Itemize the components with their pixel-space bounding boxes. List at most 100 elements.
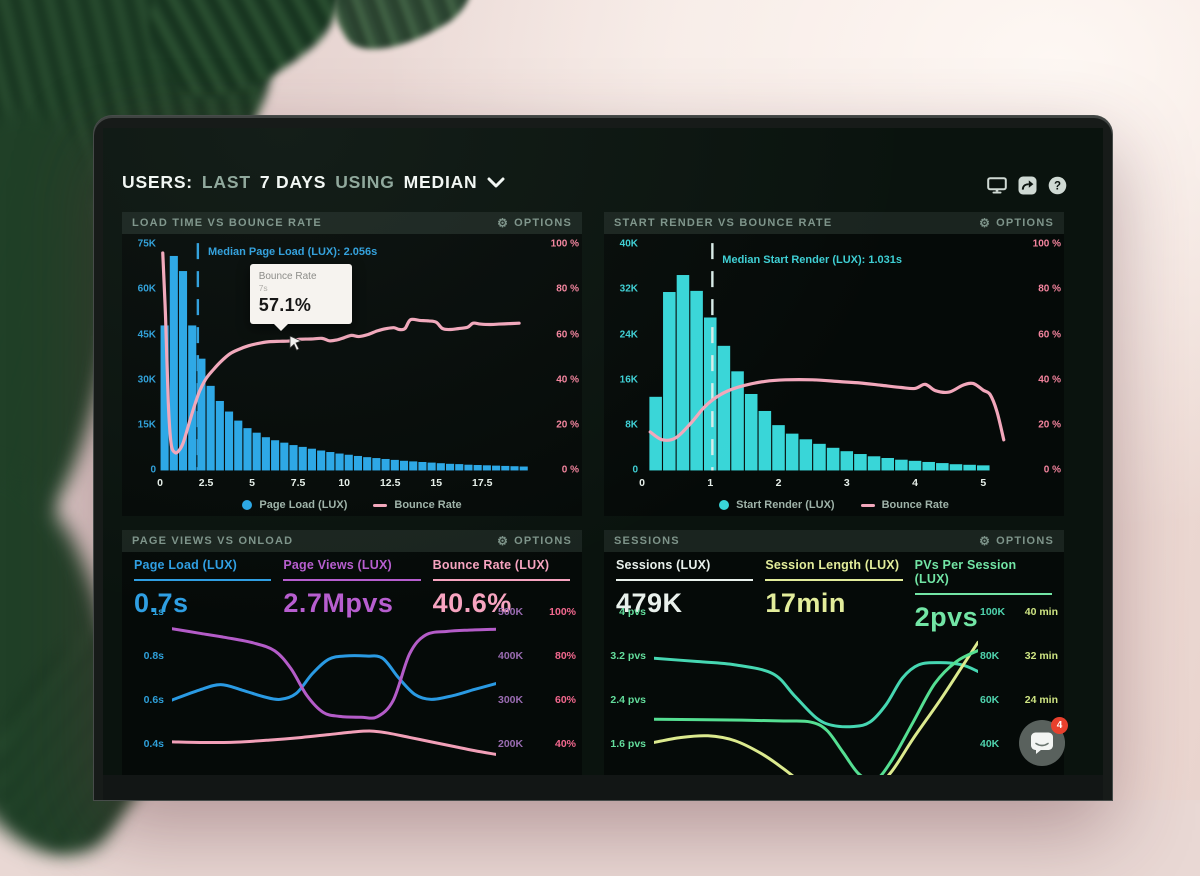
header-users: USERS:	[122, 172, 193, 192]
x-axis: 0 1 2 3 4 5	[639, 477, 1014, 491]
axis-tick-label: 7.5	[290, 477, 306, 489]
legend-dot-icon	[719, 500, 730, 510]
gear-icon: ⚙	[979, 216, 992, 230]
axis-tick-label: 0.4s	[143, 738, 164, 751]
y-axis-right: 500K 100% 400K 80% 300K 60% 200K 40%	[498, 606, 576, 775]
header-median: MEDIAN	[403, 172, 478, 192]
axis-tick-label: 2.5	[198, 477, 214, 489]
options-button[interactable]: ⚙ OPTIONS	[979, 534, 1054, 548]
metric-bounce-rate: Bounce Rate (LUX) 40.6%	[432, 558, 570, 619]
panel-header: PAGE VIEWS VS ONLOAD ⚙ OPTIONS	[122, 530, 582, 552]
share-icon[interactable]	[1018, 176, 1037, 195]
metric-label: Session Length (LUX)	[765, 558, 903, 581]
metric-value: 17min	[765, 588, 846, 618]
chart-body: 1s 0.8s 0.6s 0.4s 500K 100% 400K 80% 300K 60% 200…	[122, 606, 582, 775]
y-axis-right: 100K 40 min 80K 32 min 60K 24 min 40K	[980, 606, 1058, 775]
header-7days: 7 DAYS	[259, 172, 327, 192]
laptop: USERS: LAST 7 DAYS USING MEDIAN ?	[94, 116, 1112, 800]
metric-sessions: Sessions (LUX) 479K	[616, 558, 754, 633]
metric-label: Bounce Rate (LUX)	[432, 558, 570, 581]
dashboard-title-dropdown[interactable]: USERS: LAST 7 DAYS USING MEDIAN	[122, 172, 505, 193]
axis-tick-label: 20 %	[556, 419, 579, 431]
metric-label: Page Views (LUX)	[283, 558, 421, 581]
metric-value: 2pvs	[914, 602, 979, 632]
chat-launcher-button[interactable]: 4	[1019, 717, 1068, 766]
sessions-line-chart[interactable]	[654, 606, 978, 775]
chat-unread-badge: 4	[1051, 717, 1068, 734]
axis-tick-row: 80K 32 min	[980, 650, 1058, 663]
y-axis-left: 1s 0.8s 0.6s 0.4s	[122, 606, 168, 775]
panel-title: PAGE VIEWS VS ONLOAD	[132, 535, 294, 547]
axis-tick-row: 60K 24 min	[980, 694, 1058, 707]
chart-body: 40K 32K 24K 16K 8K 0 Median Start Render (LUX…	[604, 234, 1064, 516]
axis-tick-label: 80 %	[1038, 283, 1061, 295]
plant-leaf	[315, 0, 495, 71]
axis-tick-label: 3	[843, 477, 850, 489]
tooltip-subtitle: 7s	[258, 283, 268, 293]
mouse-cursor-icon	[289, 335, 302, 352]
chat-bubble-icon	[1031, 732, 1053, 754]
header-toolbar: ?	[987, 176, 1067, 195]
legend-dash-icon	[373, 503, 388, 507]
axis-tick-label: 1s	[152, 606, 164, 619]
y-axis-left: 75K 60K 45K 30K 15K 0	[122, 238, 156, 476]
y-axis-right: 100 % 80 % 60 % 40 % 20 % 0 %	[1016, 238, 1061, 476]
axis-tick-label: 60K	[137, 283, 156, 295]
axis-tick-row: 400K 80%	[498, 650, 576, 663]
axis-tick-label: 20 %	[1038, 419, 1061, 431]
options-button[interactable]: ⚙ OPTIONS	[497, 216, 572, 230]
metric-value: 479K	[616, 588, 683, 618]
axis-tick-label: 4 pvs	[619, 606, 646, 619]
metric-value: 40.6%	[432, 588, 512, 618]
chevron-down-icon	[487, 177, 504, 188]
panel-title: START RENDER VS BOUNCE RATE	[614, 217, 833, 229]
axis-tick-label: 0	[632, 464, 638, 476]
legend-item: Page Load (LUX)	[242, 499, 347, 511]
axis-tick-label: 45K	[137, 329, 156, 340]
header-using: USING	[335, 172, 395, 192]
axis-tick-label: 4	[912, 477, 918, 489]
options-button[interactable]: ⚙ OPTIONS	[979, 216, 1054, 230]
panel-title: LOAD TIME VS BOUNCE RATE	[132, 217, 322, 229]
chart-legend: Start Render (LUX) Bounce Rate	[604, 499, 1064, 511]
axis-tick-label: 3.2 pvs	[610, 650, 646, 663]
axis-tick-label: 8K	[625, 419, 638, 431]
axis-tick-label: 0 %	[561, 464, 579, 476]
axis-tick-label: 30K	[137, 374, 156, 386]
axis-tick-label: 60 %	[556, 329, 579, 340]
axis-tick-row: 500K 100%	[498, 606, 576, 619]
axis-tick-label: 16K	[619, 374, 638, 386]
axis-tick-label: 5	[980, 477, 987, 489]
metric-summary-row: Sessions (LUX) 479K Session Length (LUX)…	[616, 558, 1052, 633]
axis-tick-label: 1.6 pvs	[610, 738, 646, 751]
load-time-histogram[interactable]: Median Page Load (LUX): 2.056s Bounce Ra…	[160, 240, 532, 472]
help-icon[interactable]: ?	[1048, 176, 1067, 195]
metric-label: PVs Per Session (LUX)	[914, 558, 1052, 595]
panel-header: START RENDER VS BOUNCE RATE ⚙ OPTIONS	[604, 212, 1064, 234]
legend-dash-icon	[860, 503, 875, 507]
axis-tick-label: 80 %	[556, 283, 579, 295]
y-axis-left: 4 pvs 3.2 pvs 2.4 pvs 1.6 pvs	[604, 606, 650, 775]
metric-page-load: Page Load (LUX) 0.7s	[134, 558, 272, 619]
panel-start-render-vs-bounce-rate: START RENDER VS BOUNCE RATE ⚙ OPTIONS 4 0…	[604, 212, 1064, 516]
panel-sessions: SESSIONS ⚙ OPTIONS Sessions (LUX) 479K S…	[604, 530, 1064, 775]
gear-icon: ⚙	[497, 216, 510, 230]
x-axis: 0 2.5 5 7.5 10 12.5 15 17.5	[157, 477, 532, 491]
dashboard-screen: USERS: LAST 7 DAYS USING MEDIAN ?	[103, 128, 1103, 775]
axis-tick-label: 12.5	[379, 477, 401, 489]
axis-tick-row: 100K 40 min	[980, 606, 1058, 619]
legend-item: Bounce Rate	[860, 499, 949, 511]
page-views-line-chart[interactable]	[172, 606, 496, 775]
options-button[interactable]: ⚙ OPTIONS	[497, 534, 572, 548]
metric-pvs-per-session: PVs Per Session (LUX) 2pvs	[914, 558, 1052, 633]
metric-label: Sessions (LUX)	[616, 558, 754, 581]
panel-page-views-vs-onload: PAGE VIEWS VS ONLOAD ⚙ OPTIONS Page Load…	[122, 530, 582, 775]
axis-tick-label: 15	[430, 477, 443, 489]
start-render-histogram[interactable]: Median Start Render (LUX): 1.031s	[642, 240, 1014, 472]
display-icon[interactable]	[987, 177, 1007, 194]
metric-label: Page Load (LUX)	[134, 558, 272, 581]
panel-header: SESSIONS ⚙ OPTIONS	[604, 530, 1064, 552]
axis-tick-label: 17.5	[472, 477, 493, 489]
metric-page-views: Page Views (LUX) 2.7Mpvs	[283, 558, 421, 619]
tooltip-value: 57.1%	[258, 295, 312, 315]
